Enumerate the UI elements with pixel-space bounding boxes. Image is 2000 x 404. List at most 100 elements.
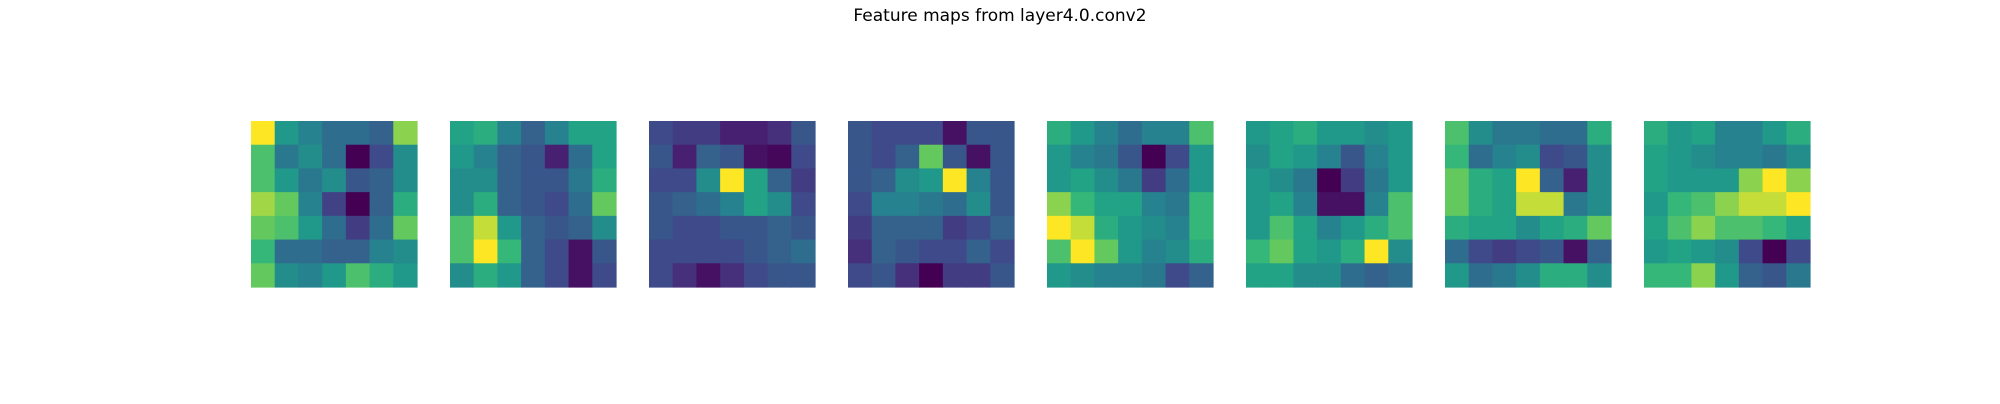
heatmap-cell xyxy=(1539,215,1565,241)
heatmap-cell xyxy=(1070,121,1096,146)
heatmap-cell xyxy=(1667,168,1693,193)
heatmap-cell xyxy=(1269,168,1295,193)
heatmap-cell xyxy=(1468,121,1494,146)
heatmap-cell xyxy=(521,192,546,217)
heatmap-cell xyxy=(990,192,1015,217)
heatmap-cell xyxy=(767,192,792,217)
heatmap-cell xyxy=(966,168,991,193)
heatmap-cell xyxy=(1388,263,1413,288)
heatmap-cell xyxy=(743,215,769,241)
heatmap-cell xyxy=(1492,144,1517,170)
heatmap-cell xyxy=(393,215,418,241)
heatmap-cell xyxy=(369,215,394,241)
heatmap-cell xyxy=(568,263,593,288)
heatmap-cell xyxy=(696,239,721,264)
heatmap-cell xyxy=(1539,168,1565,193)
heatmap-cell xyxy=(1539,263,1565,288)
heatmap-cell xyxy=(1738,121,1764,146)
heatmap-cell xyxy=(1587,192,1612,217)
heatmap-cell xyxy=(393,144,418,170)
heatmap-cell xyxy=(473,121,499,146)
heatmap-cell xyxy=(848,263,873,288)
heatmap-cell xyxy=(990,121,1015,146)
heatmap-cell xyxy=(1364,144,1389,170)
heatmap-cell xyxy=(1516,263,1541,288)
heatmap-cell xyxy=(1070,192,1096,217)
heatmap-cell xyxy=(322,168,347,193)
heatmap-cell xyxy=(848,192,873,217)
heatmap-cell xyxy=(1293,121,1318,146)
heatmap-cell xyxy=(1189,215,1214,241)
heatmap-cell xyxy=(871,192,897,217)
heatmap-cell xyxy=(1516,121,1541,146)
heatmap-cell xyxy=(1165,263,1190,288)
heatmap-cell xyxy=(990,144,1015,170)
heatmap-cell xyxy=(544,215,570,241)
heatmap-cell xyxy=(1516,215,1541,241)
heatmap-cell xyxy=(1269,121,1295,146)
heatmap-cell xyxy=(848,168,873,193)
heatmap-cell xyxy=(274,168,300,193)
heatmap-cell xyxy=(1786,168,1811,193)
heatmap-cell xyxy=(895,239,920,264)
heatmap-cell xyxy=(672,121,698,146)
heatmap-cell xyxy=(672,239,698,264)
heatmap-cell xyxy=(1644,192,1669,217)
heatmap-cell xyxy=(1189,121,1214,146)
heatmap-cell xyxy=(848,144,873,170)
heatmap-cell xyxy=(1786,215,1811,241)
heatmap-cell xyxy=(251,215,276,241)
heatmap-cell xyxy=(1364,168,1389,193)
heatmap-cell xyxy=(1070,168,1096,193)
heatmap-cell xyxy=(1364,192,1389,217)
heatmap-cell xyxy=(1340,215,1366,241)
heatmap-cell xyxy=(592,121,617,146)
heatmap-cell xyxy=(473,144,499,170)
heatmap-cell xyxy=(521,215,546,241)
heatmap-cell xyxy=(1293,168,1318,193)
heatmap-cell xyxy=(393,192,418,217)
heatmap-cell xyxy=(1246,239,1271,264)
heatmap-cell xyxy=(1118,239,1143,264)
heatmap-cell xyxy=(298,144,323,170)
heatmap-cell xyxy=(1388,168,1413,193)
heatmap-cell xyxy=(298,192,323,217)
heatmap-cell xyxy=(450,263,475,288)
heatmap-cell xyxy=(450,192,475,217)
heatmap-cell xyxy=(497,121,522,146)
heatmap-cell xyxy=(322,121,347,146)
heatmap-cell xyxy=(767,263,792,288)
heatmap-cell xyxy=(649,215,674,241)
heatmap-cell xyxy=(473,239,499,264)
heatmap-cell xyxy=(1189,192,1214,217)
heatmap-cell xyxy=(1644,168,1669,193)
heatmap-cell xyxy=(1516,168,1541,193)
heatmap-cell xyxy=(1644,121,1669,146)
heatmap-cell xyxy=(919,168,944,193)
heatmap-cell xyxy=(672,263,698,288)
heatmap-cell xyxy=(1165,192,1190,217)
heatmap-cell xyxy=(942,215,968,241)
heatmap-cell xyxy=(649,168,674,193)
heatmap-cell xyxy=(450,144,475,170)
heatmap-cell xyxy=(1165,215,1190,241)
heatmap-cell xyxy=(1118,215,1143,241)
heatmap-cell xyxy=(592,239,617,264)
heatmap-cell xyxy=(871,168,897,193)
heatmap-cell xyxy=(497,144,522,170)
heatmap-cell xyxy=(1165,239,1190,264)
heatmap-cell xyxy=(1047,144,1072,170)
heatmap-cell xyxy=(592,263,617,288)
heatmap-cell xyxy=(1738,168,1764,193)
heatmap-cell xyxy=(1047,168,1072,193)
heatmap-cell xyxy=(274,121,300,146)
heatmap-cell xyxy=(696,144,721,170)
heatmap-cell xyxy=(672,192,698,217)
heatmap-cell xyxy=(1445,168,1470,193)
heatmap-cell xyxy=(1762,215,1787,241)
heatmap-cell xyxy=(1644,263,1669,288)
heatmap-cell xyxy=(251,263,276,288)
heatmap-cell xyxy=(393,168,418,193)
heatmap-cell xyxy=(1468,263,1494,288)
